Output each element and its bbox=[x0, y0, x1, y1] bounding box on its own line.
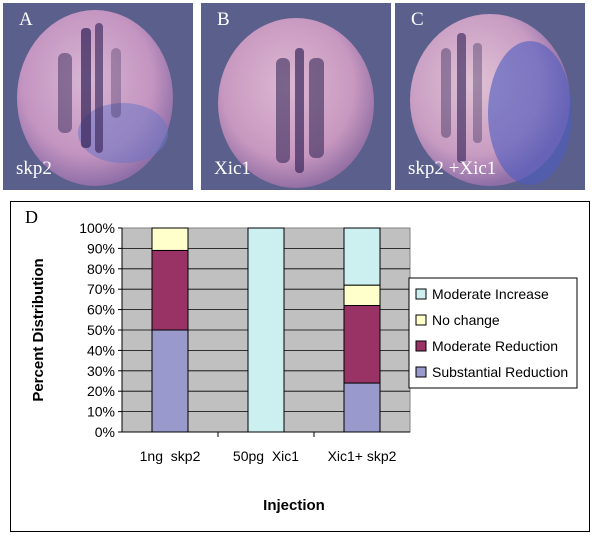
panel-a-caption: skp2 bbox=[16, 158, 52, 179]
panel-c-letter: C bbox=[411, 9, 424, 30]
legend-swatch bbox=[415, 366, 427, 378]
legend-label: Substantial Reduction bbox=[432, 364, 568, 380]
x-tick-label: Xic1+ skp2 bbox=[328, 448, 397, 464]
bar-segment bbox=[151, 249, 189, 331]
bar-segment bbox=[247, 227, 285, 433]
x-tick-label: 50pg Xic1 bbox=[233, 448, 299, 464]
embryo-photo-xic1: B Xic1 bbox=[201, 3, 391, 190]
bar-segment bbox=[151, 227, 189, 251]
y-tick-label: 60% bbox=[87, 302, 115, 318]
bar-segment bbox=[151, 329, 189, 433]
bar-segment bbox=[343, 227, 381, 286]
stacked-bar-chart: 0% 10% 20% 30% 40% 50% 60% 70% 80% 90% 100% 1ng skp… bbox=[30, 220, 578, 514]
bar-segment bbox=[343, 305, 381, 384]
legend-swatch bbox=[415, 314, 427, 326]
legend-label: Moderate Increase bbox=[432, 286, 549, 302]
panel-c-caption: skp2 +Xic1 bbox=[408, 158, 497, 179]
legend-swatch bbox=[415, 340, 427, 352]
panel-d-letter: D bbox=[25, 207, 38, 227]
y-tick-label: 50% bbox=[87, 322, 115, 338]
panel-b-letter: B bbox=[217, 9, 230, 30]
y-tick-label: 70% bbox=[87, 281, 115, 297]
panel-a-letter: A bbox=[19, 9, 33, 30]
y-tick-label: 80% bbox=[87, 261, 115, 277]
legend-label: No change bbox=[432, 312, 500, 328]
y-axis-title: Percent Distribution bbox=[30, 258, 47, 401]
y-tick-label: 90% bbox=[87, 240, 115, 256]
bar-segment bbox=[343, 284, 381, 307]
y-tick-label: 100% bbox=[79, 220, 115, 236]
legend-label: Moderate Reduction bbox=[432, 338, 558, 354]
bar-segment bbox=[343, 382, 381, 433]
chart-panel: D 0% 10% 20% 30% 40% 50% 60% 70% 80% 90% 100% 1ng s… bbox=[10, 201, 590, 532]
y-tick-label: 10% bbox=[87, 404, 115, 420]
x-axis-title: Injection bbox=[263, 497, 325, 514]
y-tick-label: 20% bbox=[87, 383, 115, 399]
y-tick-label: 40% bbox=[87, 342, 115, 358]
y-tick-label: 0% bbox=[95, 424, 115, 440]
embryo-photo-skp2: A skp2 bbox=[3, 3, 193, 190]
panel-b-caption: Xic1 bbox=[214, 158, 251, 179]
legend-box bbox=[408, 277, 578, 389]
embryo-photo-skp2-xic1: C skp2 +Xic1 bbox=[395, 3, 585, 190]
embryo-image bbox=[395, 3, 585, 190]
y-tick-label: 30% bbox=[87, 363, 115, 379]
embryo-image bbox=[201, 3, 391, 190]
x-tick-label: 1ng skp2 bbox=[140, 448, 201, 464]
embryo-image bbox=[3, 3, 193, 190]
legend-swatch bbox=[415, 288, 427, 300]
